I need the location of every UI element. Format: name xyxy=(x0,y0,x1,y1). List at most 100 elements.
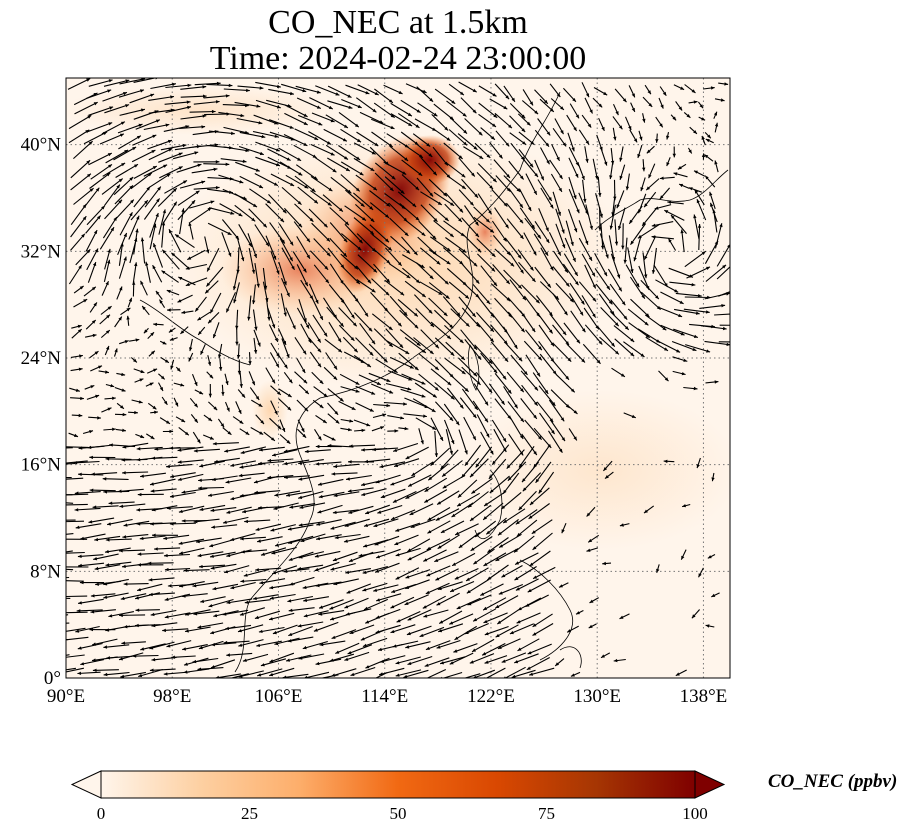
wind-arrow-head xyxy=(720,98,725,102)
wind-arrow xyxy=(115,199,135,219)
wind-arrow xyxy=(298,459,324,465)
wind-arrow-head xyxy=(196,539,200,544)
wind-arrow-head xyxy=(180,383,185,387)
wind-arrow xyxy=(147,139,173,150)
wind-arrow-head xyxy=(105,330,110,334)
wind-arrow-head xyxy=(575,173,579,178)
wind-arrow xyxy=(118,89,145,98)
wind-arrow xyxy=(551,359,570,381)
wind-arrow xyxy=(302,582,329,589)
wind-arrow-head xyxy=(470,547,475,551)
wind-arrow-head xyxy=(125,104,130,108)
wind-arrow-head xyxy=(435,577,440,581)
wind-arrow xyxy=(288,535,314,544)
wind-arrow-head xyxy=(400,416,404,420)
wind-arrow-head xyxy=(421,394,426,398)
wind-arrow-head xyxy=(241,393,246,398)
wind-arrow xyxy=(226,652,253,656)
wind-arrow xyxy=(334,533,361,539)
wind-arrow xyxy=(349,624,375,635)
wind-arrow-head xyxy=(514,548,518,553)
wind-arrow xyxy=(538,324,555,347)
wind-arrow xyxy=(102,216,118,239)
wind-arrow-head xyxy=(150,482,154,486)
colorbar-tick-label: 100 xyxy=(682,804,708,823)
wind-arrow xyxy=(327,100,353,109)
wind-arrow xyxy=(532,613,553,628)
wind-arrow-head xyxy=(526,666,531,670)
wind-arrow xyxy=(475,371,493,394)
wind-arrow-head xyxy=(166,289,171,294)
wind-arrow xyxy=(414,382,438,398)
wind-arrow xyxy=(377,504,403,514)
wind-arrow-head xyxy=(191,200,196,205)
wind-arrow-head xyxy=(107,407,112,411)
wind-arrow-head xyxy=(405,575,410,579)
wind-arrow xyxy=(489,358,507,380)
wind-arrow xyxy=(464,205,479,226)
wind-arrow xyxy=(247,295,252,321)
wind-arrow xyxy=(192,657,219,663)
wind-arrow-head xyxy=(214,459,218,464)
wind-arrow xyxy=(358,374,382,386)
wind-arrow-head xyxy=(235,341,239,346)
wind-arrow xyxy=(131,149,156,163)
wind-arrow-head xyxy=(443,312,448,316)
wind-arrow xyxy=(340,161,364,176)
wind-arrow xyxy=(483,612,508,624)
wind-arrow xyxy=(77,642,103,650)
wind-arrow xyxy=(164,180,188,194)
wind-arrow xyxy=(388,262,411,279)
wind-arrow-head xyxy=(392,644,397,648)
wind-arrow-head xyxy=(556,93,561,97)
wind-arrow xyxy=(169,522,196,525)
wind-arrow xyxy=(235,161,260,172)
wind-arrow-head xyxy=(411,472,416,476)
wind-arrow-head xyxy=(239,493,244,498)
wind-arrow xyxy=(163,534,190,540)
wind-arrow-head xyxy=(501,659,506,663)
wind-arrow-head xyxy=(375,569,380,573)
wind-arrow-head xyxy=(199,391,204,395)
wind-arrow-head xyxy=(287,406,292,411)
wind-arrow-head xyxy=(673,172,678,176)
wind-arrow-head xyxy=(318,494,323,499)
wind-arrow xyxy=(140,643,166,651)
wind-arrow-head xyxy=(144,200,148,204)
wind-arrow xyxy=(675,292,702,297)
wind-arrow-head xyxy=(89,188,94,192)
wind-arrow xyxy=(70,173,92,191)
wind-arrow xyxy=(347,644,373,655)
wind-arrow-head xyxy=(488,475,493,479)
wind-arrow-head xyxy=(526,121,531,126)
wind-arrow xyxy=(555,208,565,234)
wind-arrow-head xyxy=(480,592,485,596)
wind-arrow xyxy=(75,625,100,633)
wind-arrow-head xyxy=(529,163,534,168)
wind-arrow xyxy=(430,321,452,340)
wind-arrow xyxy=(210,659,236,669)
lat-tick-label: 16°N xyxy=(21,455,62,476)
wind-arrow xyxy=(151,622,178,627)
wind-arrow-head xyxy=(369,351,374,356)
wind-arrow-head xyxy=(514,576,519,581)
wind-arrow-head xyxy=(479,155,484,159)
wind-arrow xyxy=(223,640,250,644)
wind-arrow-head xyxy=(412,203,417,207)
wind-arrow-head xyxy=(449,417,454,421)
wind-arrow-head xyxy=(62,493,66,496)
wind-arrow xyxy=(212,583,239,590)
wind-arrow xyxy=(369,202,390,219)
wind-arrow xyxy=(359,111,384,124)
wind-arrow xyxy=(158,152,183,163)
wind-arrow xyxy=(578,192,589,215)
wind-arrow xyxy=(443,403,460,426)
wind-arrow-head xyxy=(531,530,536,534)
wind-arrow xyxy=(128,215,140,240)
wind-arrow-head xyxy=(95,582,99,586)
wind-arrow xyxy=(442,474,466,489)
wind-arrow xyxy=(444,203,463,223)
wind-arrow-head xyxy=(239,612,244,616)
wind-arrow-head xyxy=(444,217,449,221)
wind-arrow xyxy=(404,219,426,237)
